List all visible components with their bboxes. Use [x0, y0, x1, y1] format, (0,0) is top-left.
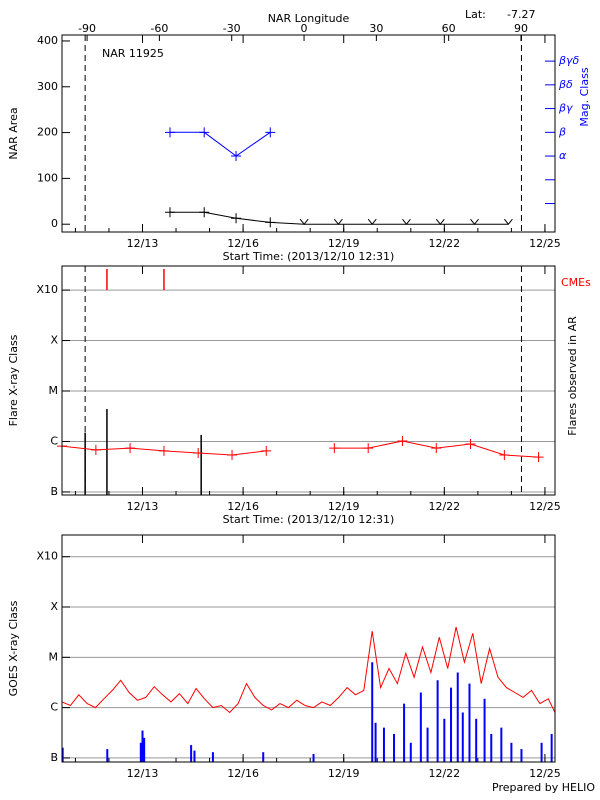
point-marker — [431, 443, 442, 454]
y-tick-label: 0 — [51, 217, 58, 230]
credit: Prepared by HELIO — [492, 781, 595, 794]
lat-value: -7.27 — [507, 8, 535, 21]
point-marker — [227, 449, 238, 460]
y-axis-title: NAR Area — [7, 107, 20, 159]
point-marker — [435, 218, 445, 226]
x-tick-label: 12/19 — [328, 767, 360, 780]
y-tick-label: M — [49, 650, 59, 663]
point-marker — [363, 443, 374, 454]
y2-axis-title: Flares observed in AR — [566, 316, 579, 436]
cme-label: CMEs — [561, 276, 591, 289]
point-marker — [299, 218, 309, 226]
x-tick-label: 12/16 — [227, 237, 259, 250]
series-line — [170, 131, 271, 157]
x2-tick-label: -90 — [78, 22, 96, 35]
y-axis-title: Flare X-ray Class — [7, 334, 20, 426]
point-marker — [231, 151, 242, 162]
point-marker — [193, 448, 204, 459]
y2-tick-label: βγδ — [558, 54, 580, 67]
y-tick-label: C — [50, 434, 58, 447]
point-marker — [231, 213, 242, 224]
point-marker — [367, 218, 377, 226]
point-marker — [265, 127, 276, 138]
plot-frame — [61, 534, 556, 763]
y-tick-label: X10 — [36, 550, 58, 563]
y-axis-title: GOES X-ray Class — [7, 600, 20, 696]
point-marker — [397, 436, 408, 447]
y-tick-label: 300 — [37, 80, 58, 93]
point-marker — [164, 207, 175, 218]
x-tick-label: 12/22 — [428, 237, 460, 250]
point-marker — [265, 217, 276, 228]
panel-title: NAR 11925 — [102, 47, 164, 60]
point-marker — [533, 452, 544, 463]
x-tick-label: 12/25 — [529, 500, 561, 513]
x-axis-title: Start Time: (2013/12/10 12:31) — [223, 513, 395, 526]
y-tick-label: B — [50, 751, 58, 764]
point-marker — [90, 444, 101, 455]
point-marker — [329, 443, 340, 454]
y-tick-label: X — [50, 334, 58, 347]
y-tick-label: X — [50, 600, 58, 613]
plot-frame — [61, 265, 556, 496]
x2-tick-label: -60 — [150, 22, 168, 35]
point-marker — [199, 127, 210, 138]
x2-tick-label: 60 — [442, 22, 456, 35]
point-marker — [125, 443, 136, 454]
lat-label: Lat: — [465, 8, 486, 21]
y2-tick-label: α — [559, 149, 567, 162]
y-tick-label: M — [49, 384, 59, 397]
x2-tick-label: -30 — [223, 22, 241, 35]
point-marker — [503, 218, 513, 226]
y-tick-label: B — [50, 485, 58, 498]
point-marker — [261, 445, 272, 456]
x2-tick-label: 0 — [301, 22, 308, 35]
x-tick-label: 12/16 — [227, 500, 259, 513]
plot-frame — [61, 34, 556, 233]
x-tick-label: 12/19 — [328, 500, 360, 513]
x-tick-label: 12/25 — [529, 767, 561, 780]
point-marker — [164, 127, 175, 138]
y2-tick-label: βδ — [558, 78, 573, 91]
y2-axis-title: Mag. Class — [578, 67, 591, 126]
x2-axis-title: NAR Longitude — [268, 12, 350, 25]
x-tick-label: 12/16 — [227, 767, 259, 780]
y-tick-label: C — [50, 701, 58, 714]
x-tick-label: 12/13 — [127, 237, 159, 250]
x-tick-label: 12/22 — [428, 767, 460, 780]
x-axis-title: Start Time: (2013/12/10 12:31) — [223, 250, 395, 263]
y2-tick-label: β — [558, 125, 566, 138]
series-line — [61, 626, 556, 714]
x-tick-label: 12/13 — [127, 767, 159, 780]
x2-tick-label: 90 — [514, 22, 528, 35]
point-marker — [499, 449, 510, 460]
point-marker — [199, 207, 210, 218]
x-tick-label: 12/25 — [529, 237, 561, 250]
x-tick-label: 12/22 — [428, 500, 460, 513]
y-tick-label: 200 — [37, 126, 58, 139]
y-tick-label: 400 — [37, 34, 58, 47]
y-tick-label: 100 — [37, 171, 58, 184]
x2-tick-label: 30 — [369, 22, 383, 35]
point-marker — [158, 445, 169, 456]
point-marker — [470, 218, 479, 226]
x-tick-label: 12/19 — [328, 237, 360, 250]
x-tick-label: 12/13 — [127, 500, 159, 513]
y-tick-label: X10 — [36, 283, 58, 296]
point-marker — [402, 218, 411, 226]
y2-tick-label: βγ — [558, 102, 573, 115]
point-marker — [465, 439, 476, 450]
point-marker — [333, 218, 343, 226]
